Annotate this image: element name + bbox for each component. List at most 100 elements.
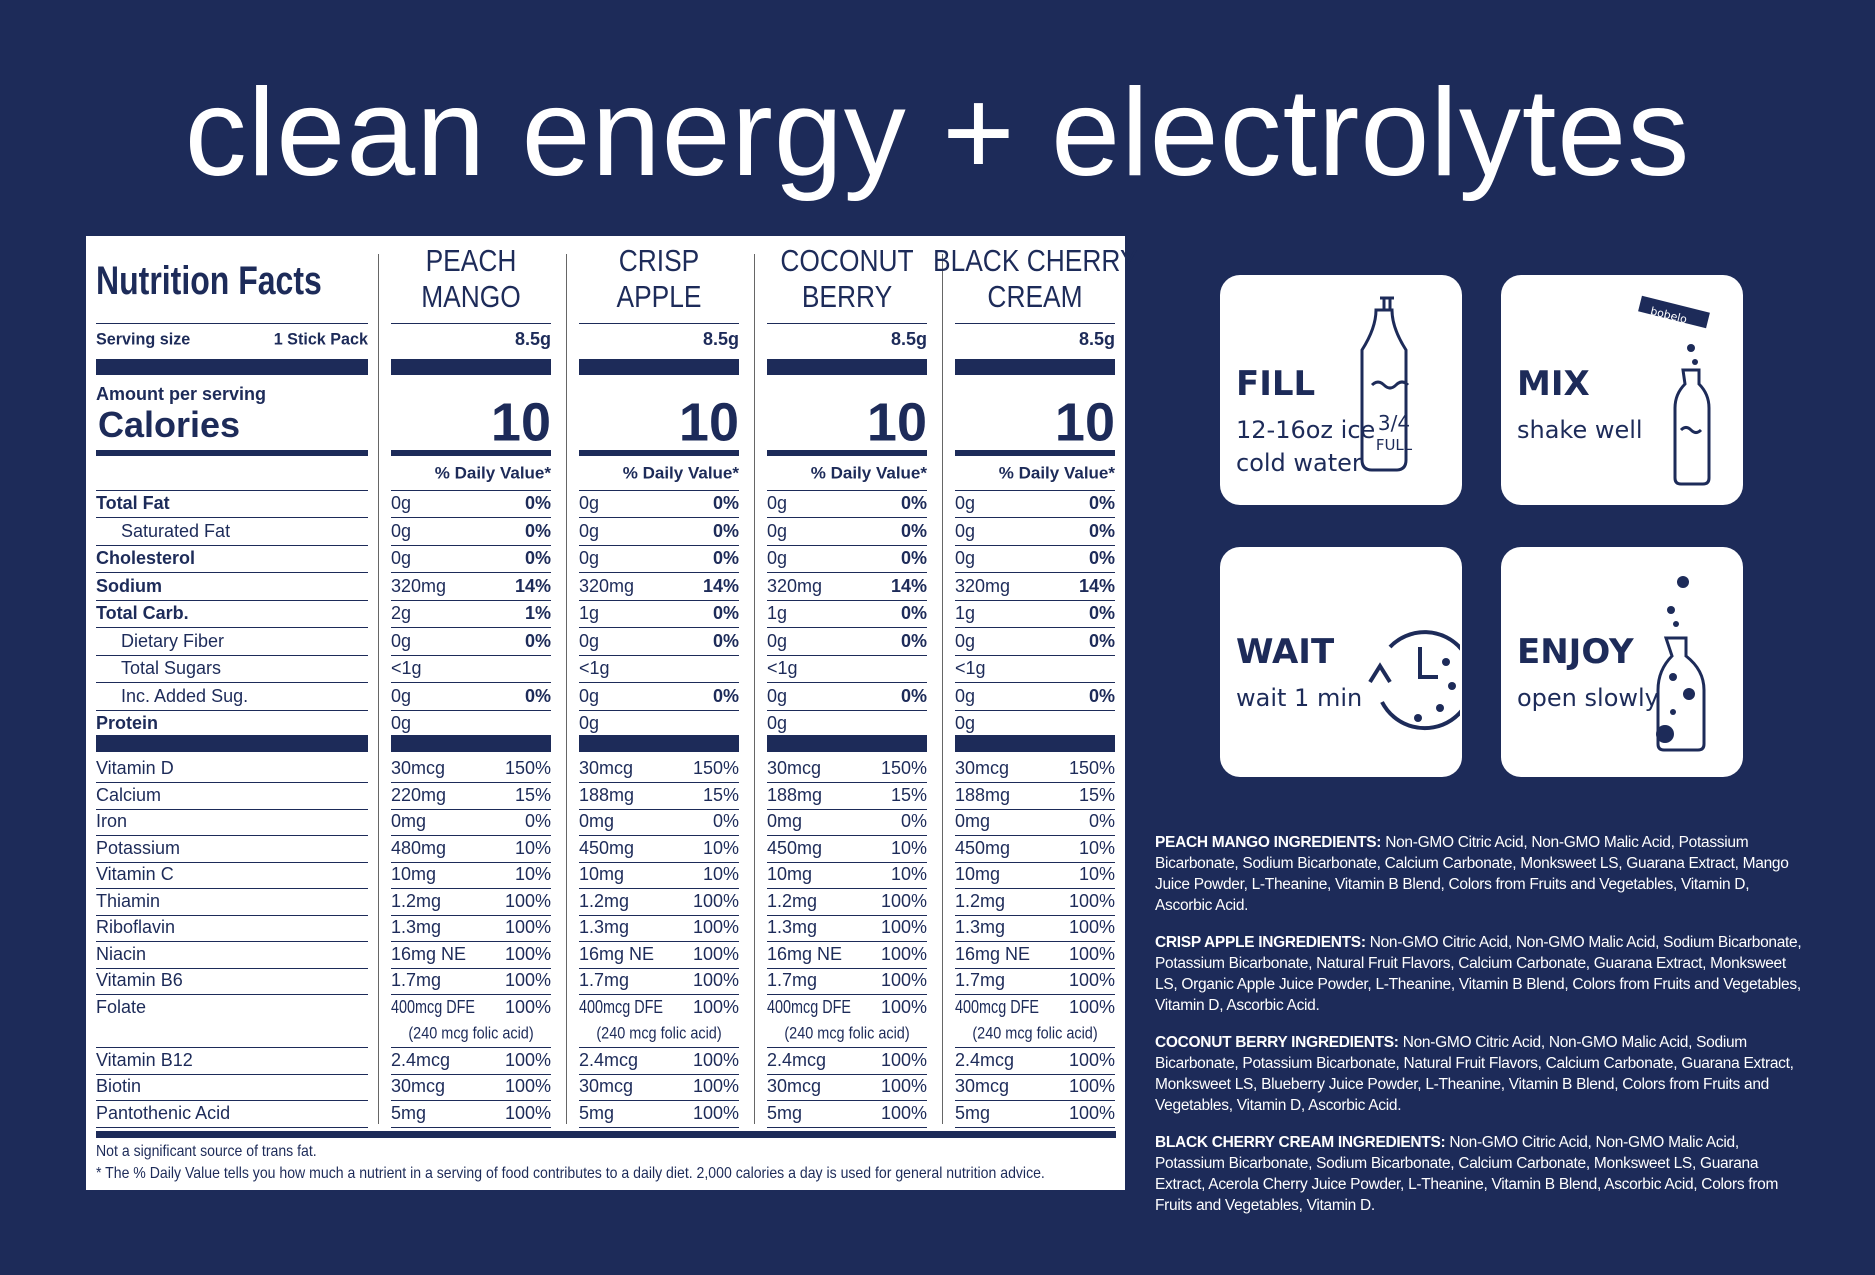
daily-value: 100% xyxy=(880,917,927,938)
rule xyxy=(955,861,1115,863)
step-title: WAIT xyxy=(1236,632,1335,672)
daily-value: 0% xyxy=(524,685,551,706)
amount: 0g xyxy=(391,520,412,541)
step-icon xyxy=(1368,630,1460,731)
serving-weight: 8.5g xyxy=(890,329,927,350)
rule xyxy=(767,599,927,601)
rule xyxy=(955,709,1115,711)
step-icon: bobelo xyxy=(1638,295,1711,486)
rule xyxy=(391,709,551,711)
step-card: ENJOY open slowly xyxy=(1501,547,1743,777)
rule xyxy=(391,835,551,836)
rule xyxy=(391,782,551,783)
vitamin-label: Riboflavin xyxy=(96,917,176,938)
rule xyxy=(96,544,368,546)
step-text: open slowly xyxy=(1517,684,1659,712)
nutrition-panel: Nutrition Facts Serving size 1 Stick Pack A… xyxy=(86,236,1138,1190)
rule xyxy=(391,323,551,324)
daily-value: 14% xyxy=(1078,575,1115,596)
rule xyxy=(767,517,927,518)
vitamin-label: Vitamin C xyxy=(96,864,174,885)
amount: 450mg xyxy=(955,837,1011,858)
amount: 400mcg DFE xyxy=(767,996,852,1017)
rule xyxy=(391,1073,551,1075)
rule xyxy=(767,627,927,628)
rule xyxy=(96,808,368,810)
calories-label: Calories xyxy=(98,404,241,446)
nutrient-label: Total Fat xyxy=(96,493,170,514)
vitamin-label: Calcium xyxy=(96,784,162,805)
vitamin-label: Thiamin xyxy=(96,890,161,911)
rule xyxy=(579,709,739,711)
amount: 0g xyxy=(391,685,412,706)
rule xyxy=(579,572,739,573)
rule xyxy=(955,835,1115,836)
amount: 2.4mcg xyxy=(955,1049,1015,1070)
ingredients: PEACH MANGO INGREDIENTS: Non-GMO Citric … xyxy=(1155,832,1805,1232)
rule xyxy=(96,782,368,783)
amount: 0g xyxy=(579,630,600,651)
rule xyxy=(579,888,739,889)
rule xyxy=(391,914,551,916)
dv-header: % Daily Value* xyxy=(998,463,1115,483)
daily-value: 10% xyxy=(702,837,739,858)
amount: 320mg xyxy=(391,575,447,596)
rule xyxy=(96,627,368,628)
nutrient-label: Sodium xyxy=(96,575,162,596)
rule xyxy=(96,323,368,324)
daily-value: 0% xyxy=(712,493,739,514)
rule xyxy=(955,994,1115,995)
amount: 480mg xyxy=(391,837,447,858)
rule xyxy=(579,1047,739,1048)
amount: 0g xyxy=(767,630,788,651)
rule xyxy=(391,1126,551,1128)
amount: 0g xyxy=(955,685,976,706)
amount: 0g xyxy=(767,493,788,514)
amount: 220mg xyxy=(391,784,447,805)
vitamin-label: Vitamin D xyxy=(96,758,174,779)
daily-value: 0% xyxy=(900,630,927,651)
rule xyxy=(579,941,739,942)
amount: 5mg xyxy=(955,1102,991,1123)
nutrient-label: Inc. Added Sug. xyxy=(121,685,249,706)
rule xyxy=(391,517,551,518)
rule xyxy=(391,808,551,810)
rule xyxy=(391,994,551,995)
rule xyxy=(767,544,927,546)
daily-value: 0% xyxy=(524,520,551,541)
amount: 30mcg xyxy=(391,758,446,779)
daily-value: 10% xyxy=(514,864,551,885)
amount: 0mg xyxy=(955,811,991,832)
nutrient-label: Saturated Fat xyxy=(121,520,231,541)
rule xyxy=(767,323,927,324)
daily-value: 0% xyxy=(524,493,551,514)
dv-header: % Daily Value* xyxy=(810,463,927,483)
rule xyxy=(955,782,1115,783)
vitamin-label: Biotin xyxy=(96,1076,142,1097)
nutrient-label: Cholesterol xyxy=(96,548,196,569)
column-divider xyxy=(378,254,379,1124)
thick-bar xyxy=(767,450,927,456)
step-card: FILL 12-16oz ice cold water 3/4 FULL xyxy=(1220,275,1462,505)
amount: 0g xyxy=(579,520,600,541)
rule xyxy=(955,572,1115,573)
amount: <1g xyxy=(579,658,610,679)
amount: 0g xyxy=(767,548,788,569)
rule xyxy=(391,544,551,546)
amount: 1.3mg xyxy=(767,917,818,938)
thick-bar xyxy=(955,735,1115,752)
rule xyxy=(96,941,368,942)
thick-bar xyxy=(955,450,1115,456)
amount: 1g xyxy=(955,603,976,624)
rule xyxy=(955,490,1115,491)
thick-bar xyxy=(96,359,368,375)
amount: 320mg xyxy=(767,575,823,596)
thick-bar xyxy=(767,359,927,375)
rule xyxy=(579,861,739,863)
ingredient-heading: CRISP APPLE INGREDIENTS: xyxy=(1155,934,1366,951)
rule xyxy=(955,1073,1115,1075)
step-title: FILL xyxy=(1236,364,1316,404)
daily-value: 100% xyxy=(1068,1049,1115,1070)
daily-value: 100% xyxy=(504,943,551,964)
amount: 10mg xyxy=(579,864,625,885)
